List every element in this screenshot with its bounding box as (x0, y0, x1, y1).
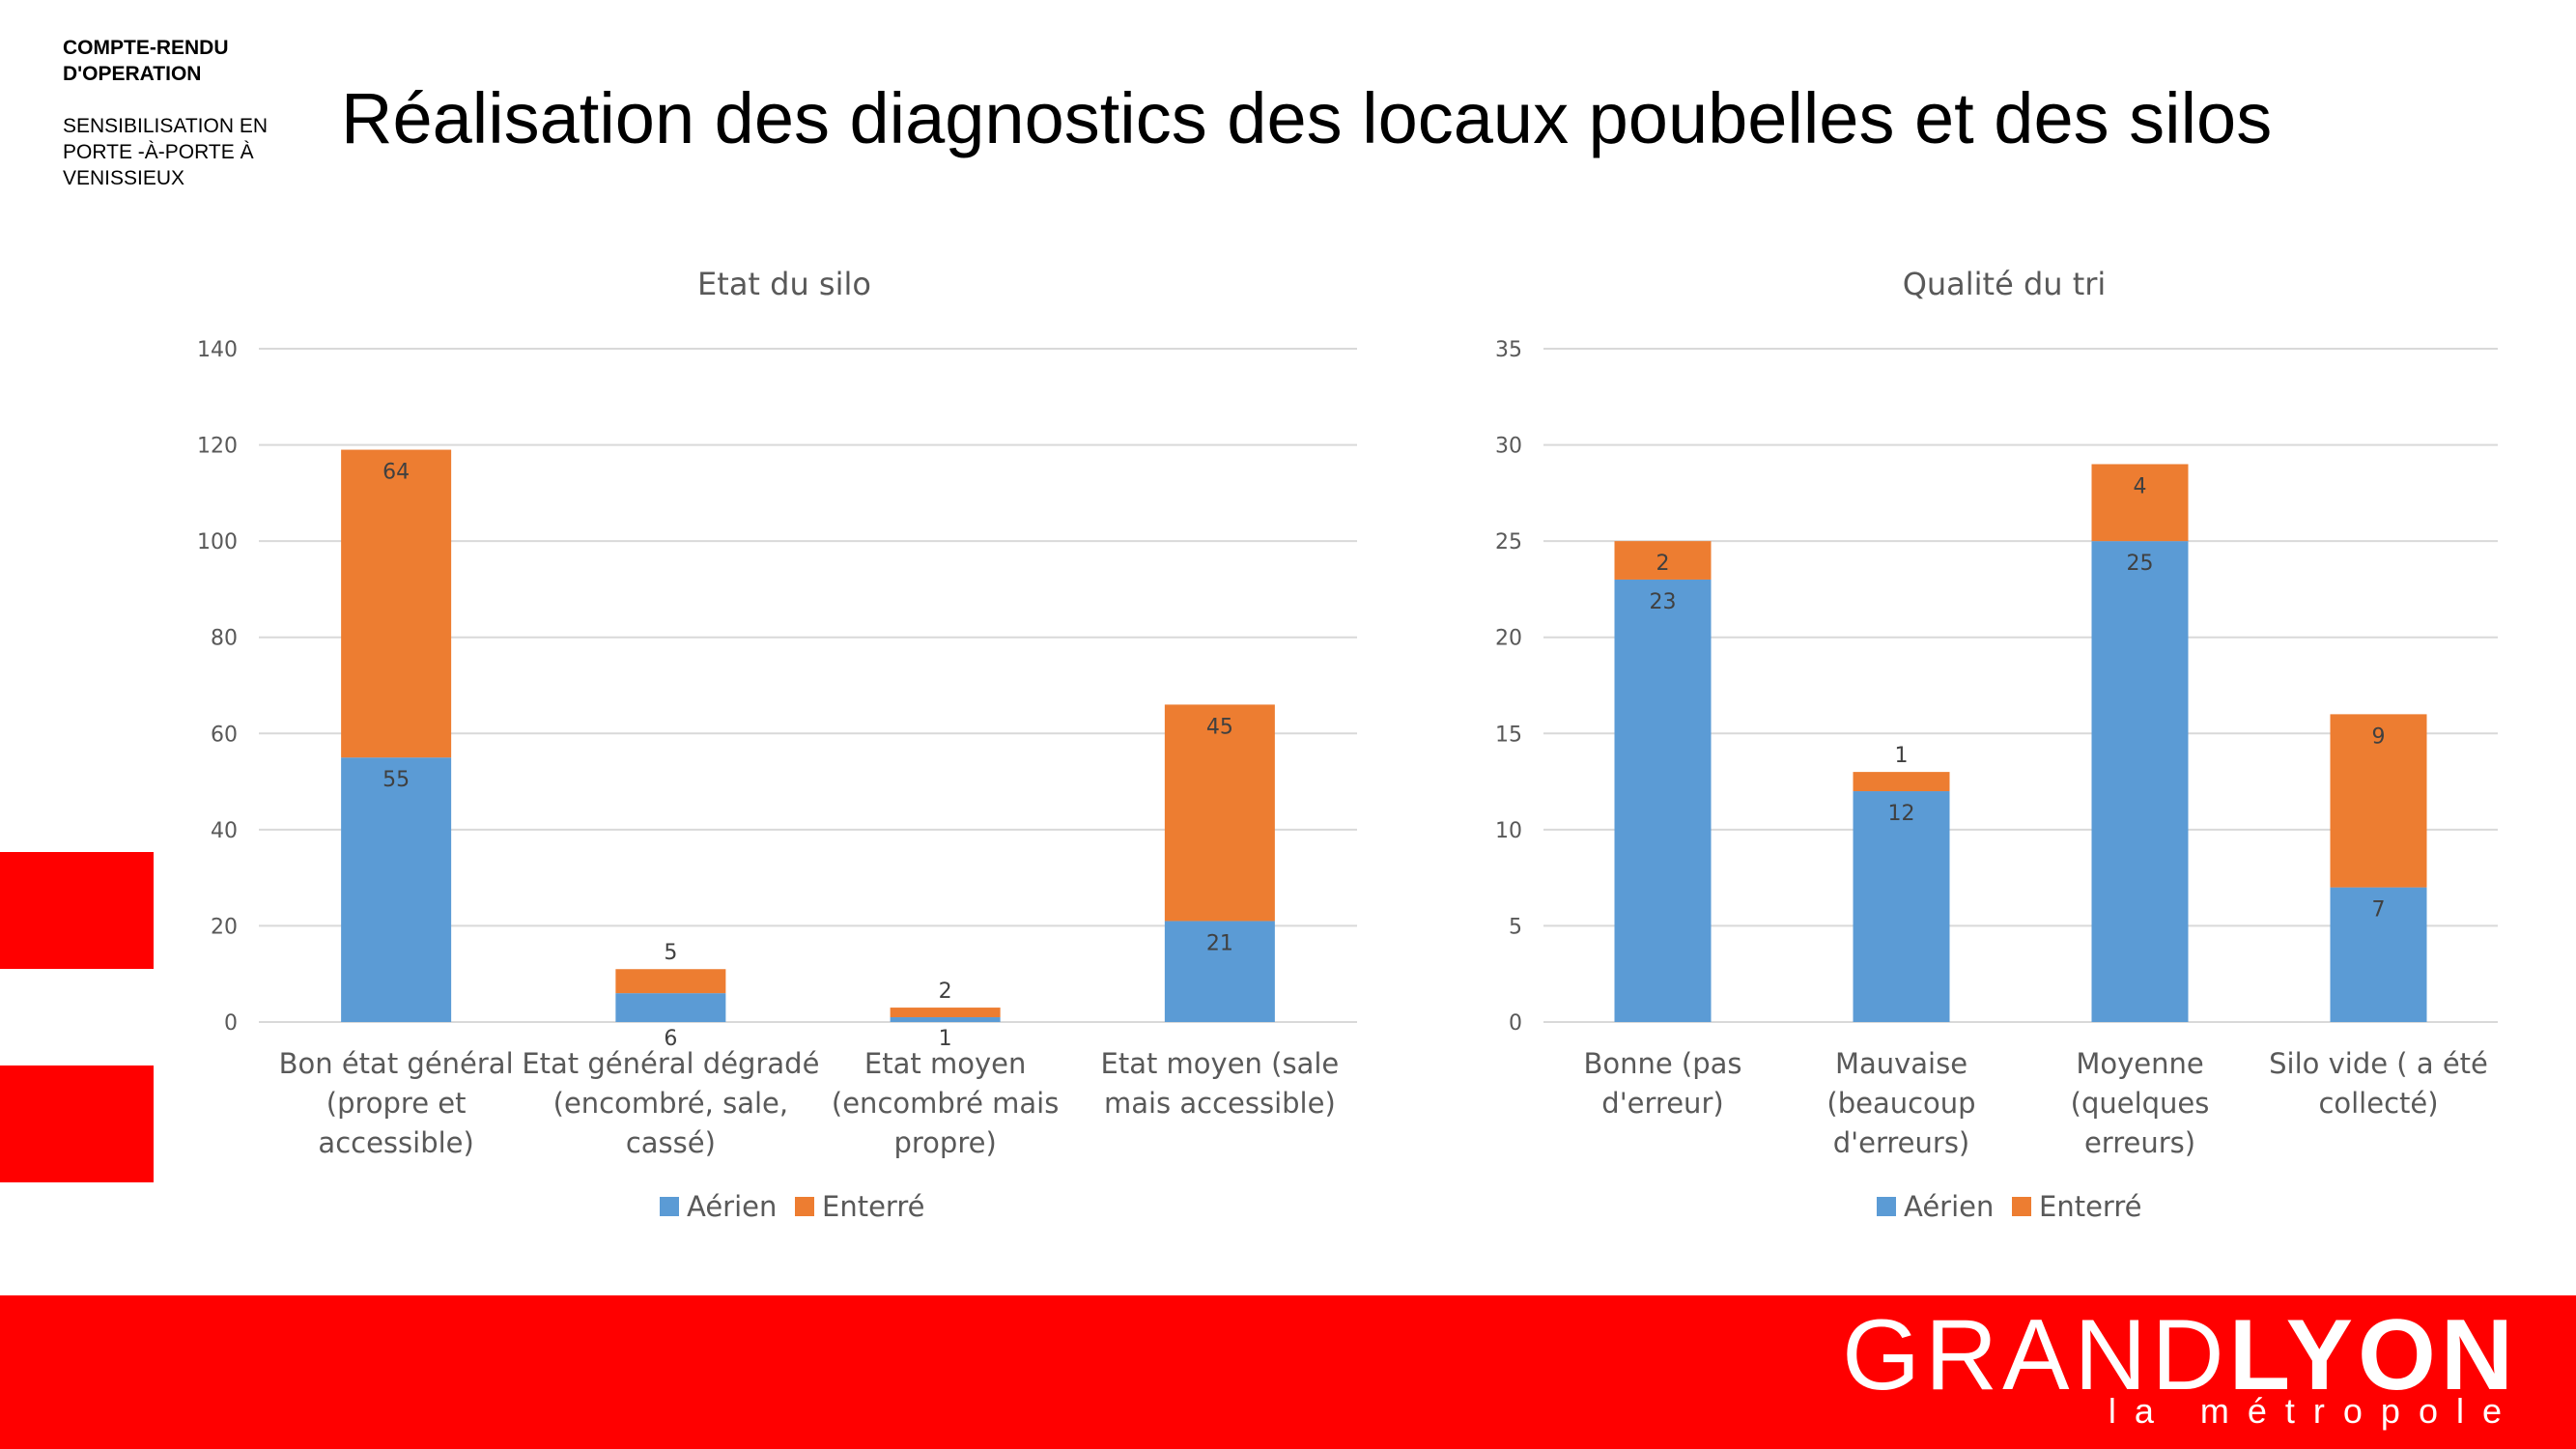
data-label: 64 (382, 461, 410, 485)
bar-enterre (2091, 464, 2189, 542)
category-label: mais accessible) (1104, 1087, 1336, 1120)
data-label: 21 (1206, 931, 1233, 955)
legend-label: Aérien (687, 1190, 777, 1223)
legend-swatch (660, 1197, 679, 1216)
chart-title: Etat du silo (697, 266, 871, 302)
category-label: accessible) (318, 1126, 473, 1159)
bar-aerien (615, 993, 726, 1022)
category-label: cassé) (626, 1126, 716, 1159)
operation-label: SENSIBILISATION EN PORTE -À-PORTE À VENI… (63, 115, 268, 189)
category-label: Bonne (pas (1583, 1047, 1741, 1080)
y-tick-label: 10 (1495, 819, 1522, 843)
category-label: (beaucoup (1826, 1087, 1975, 1120)
bar-aerien (1614, 579, 1712, 1022)
data-label: 45 (1206, 715, 1233, 739)
legend-swatch (2012, 1197, 2031, 1216)
category-label: (propre et (326, 1087, 467, 1120)
data-label: 55 (382, 768, 410, 792)
data-label: 7 (2372, 898, 2386, 923)
category-label: (quelques (2071, 1087, 2210, 1120)
data-label: 1 (1895, 744, 1909, 768)
y-tick-label: 60 (211, 723, 238, 747)
legend-label: Enterré (822, 1190, 924, 1223)
bar-aerien (1853, 791, 1950, 1022)
data-label: 25 (2127, 552, 2154, 576)
category-label: (encombré mais (832, 1087, 1059, 1120)
red-accent-block-1 (0, 852, 154, 969)
category-label: propre) (893, 1126, 996, 1159)
category-label: Etat moyen (864, 1047, 1026, 1080)
category-label: collecté) (2318, 1087, 2438, 1120)
legend-label: Enterré (2039, 1190, 2141, 1223)
footer-band (0, 1295, 2576, 1449)
data-label: 2 (939, 980, 952, 1004)
y-tick-label: 15 (1495, 723, 1522, 747)
data-label: 1 (939, 1027, 952, 1051)
bar-enterre (1614, 541, 1712, 580)
bar-aerien (341, 757, 452, 1022)
y-tick-label: 120 (197, 435, 238, 459)
data-label: 4 (2134, 474, 2147, 498)
data-label: 12 (1888, 802, 1915, 826)
bar-aerien (2330, 887, 2427, 1022)
doc-type-label: COMPTE-RENDU D'OPERATION (63, 37, 229, 85)
category-label: Silo vide ( a été (2269, 1047, 2488, 1080)
logo-bold-text: LYON (2228, 1299, 2518, 1411)
bar-aerien (890, 1017, 1001, 1022)
category-label: d'erreurs) (1833, 1126, 1970, 1159)
bar-enterre (341, 449, 452, 758)
chart-title: Qualité du tri (1903, 266, 2107, 302)
legend-swatch (1877, 1197, 1896, 1216)
y-tick-label: 30 (1495, 435, 1522, 459)
category-label: Etat général dégradé (522, 1047, 819, 1080)
y-tick-label: 5 (1509, 915, 1522, 939)
y-tick-label: 20 (211, 915, 238, 939)
chart-etat-du-silo: Etat du silo 0 20 40 60 80 100 120 140 55 64 Bon ét… (197, 266, 1357, 1223)
legend-swatch (795, 1197, 814, 1216)
bar-enterre (1164, 704, 1275, 922)
data-label: 5 (664, 941, 677, 965)
y-tick-label: 80 (211, 627, 238, 651)
data-label: 6 (664, 1027, 677, 1051)
y-tick-label: 35 (1495, 338, 1522, 362)
grandlyon-logo: GRANDLYON (1842, 1302, 2518, 1408)
bar-enterre (2330, 714, 2427, 888)
y-tick-label: 0 (1509, 1011, 1522, 1036)
red-accent-block-2 (0, 1065, 154, 1182)
page-title: Réalisation des diagnostics des locaux p… (341, 78, 2273, 158)
y-tick-label: 20 (1495, 627, 1522, 651)
data-label: 23 (1650, 590, 1677, 614)
y-tick-label: 25 (1495, 530, 1522, 554)
category-label: (encombré, sale, (553, 1087, 788, 1120)
category-label: Etat moyen (sale (1101, 1047, 1340, 1080)
y-tick-label: 140 (197, 338, 238, 362)
logo-light-text: GRAND (1842, 1299, 2229, 1411)
category-label: erreurs) (2084, 1126, 2195, 1159)
category-label: Mauvaise (1835, 1047, 1967, 1080)
category-label: Bon état général (279, 1047, 514, 1080)
category-label: Moyenne (2076, 1047, 2203, 1080)
data-label: 9 (2372, 724, 2386, 749)
bar-enterre (1853, 772, 1950, 792)
bar-enterre (615, 969, 726, 994)
logo-subtitle: la métropole (2108, 1391, 2520, 1431)
chart-qualite-du-tri: Qualité du tri 0 5 10 15 20 25 30 35 23 2 Bonne (pa… (1495, 266, 2498, 1223)
category-label: d'erreur) (1601, 1087, 1723, 1120)
y-tick-label: 40 (211, 819, 238, 843)
y-tick-label: 100 (197, 530, 238, 554)
bar-aerien (1164, 921, 1275, 1022)
bar-aerien (2091, 541, 2189, 1022)
legend-label: Aérien (1904, 1190, 1994, 1223)
bar-enterre (890, 1008, 1001, 1018)
y-tick-label: 0 (224, 1011, 238, 1036)
data-label: 2 (1656, 552, 1670, 576)
